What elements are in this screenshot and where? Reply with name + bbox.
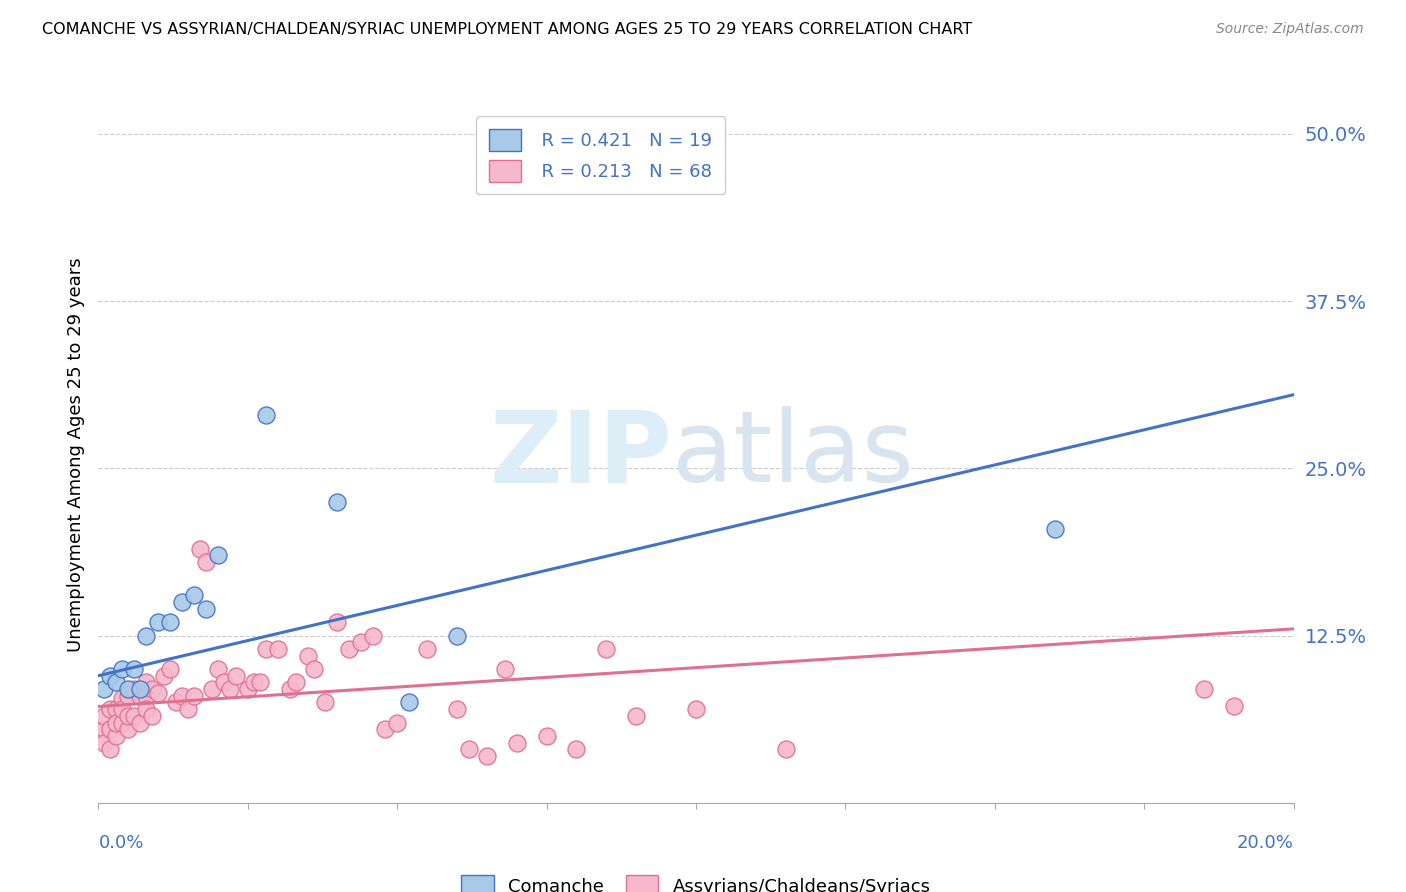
Point (374, 723, 396, 737)
Point (254, 408, 277, 422)
Point (775, 742, 797, 756)
Point (243, 675, 266, 690)
Point (105, 715, 128, 730)
Point (363, 628, 385, 642)
Point (297, 648, 319, 663)
Point (135, 628, 157, 642)
Point (135, 702, 157, 716)
Point (339, 642, 360, 657)
Point (129, 681, 152, 696)
Point (207, 548, 229, 563)
Point (165, 696, 187, 710)
Point (117, 681, 139, 696)
Point (148, 615, 170, 630)
Point (254, 642, 277, 657)
Point (93, 708, 115, 723)
Point (98, 742, 122, 756)
Point (315, 696, 337, 710)
Point (98, 702, 122, 716)
Point (1043, 521, 1066, 535)
Point (1192, 681, 1215, 696)
Point (536, 729, 558, 743)
Point (565, 742, 588, 756)
Point (111, 691, 134, 706)
Point (129, 689, 152, 703)
Point (159, 662, 181, 676)
Point (475, 749, 498, 764)
Point (159, 615, 181, 630)
Point (326, 615, 349, 630)
Y-axis label: Unemployment Among Ages 25 to 29 years: Unemployment Among Ages 25 to 29 years (66, 258, 84, 652)
Point (446, 702, 468, 716)
Point (129, 715, 152, 730)
Point (111, 702, 134, 716)
Point (172, 595, 194, 609)
Legend: Comanche, Assyrians/Chaldeans/Syriacs: Comanche, Assyrians/Chaldeans/Syriacs (450, 864, 942, 892)
Point (284, 675, 307, 690)
Text: ZIP: ZIP (489, 407, 672, 503)
Point (326, 494, 349, 508)
Point (124, 681, 146, 696)
Point (98, 669, 122, 683)
Point (98, 723, 122, 737)
Point (494, 662, 516, 676)
Point (685, 702, 707, 716)
Point (385, 715, 409, 730)
Point (141, 708, 163, 723)
Point (194, 602, 218, 616)
Point (595, 642, 617, 657)
Point (249, 675, 271, 690)
Point (135, 675, 157, 690)
Text: 0.0%: 0.0% (98, 834, 143, 852)
Point (172, 689, 194, 703)
Point (117, 708, 139, 723)
Text: atlas: atlas (672, 407, 914, 503)
Point (446, 628, 468, 642)
Point (350, 635, 373, 649)
Point (225, 669, 247, 683)
Point (177, 702, 200, 716)
Point (624, 708, 647, 723)
Point (148, 686, 170, 700)
Point (93, 735, 115, 749)
Point (135, 689, 157, 703)
Point (506, 735, 529, 749)
Point (111, 662, 134, 676)
Point (93, 681, 115, 696)
Point (105, 675, 128, 690)
Point (117, 689, 139, 703)
Point (124, 662, 146, 676)
Point (117, 723, 139, 737)
Point (201, 681, 224, 696)
Point (1223, 699, 1246, 714)
Point (183, 589, 205, 603)
Point (212, 675, 235, 690)
Point (105, 702, 128, 716)
Point (278, 681, 301, 696)
Point (153, 669, 176, 683)
Point (398, 696, 420, 710)
Point (141, 681, 163, 696)
Point (183, 689, 205, 703)
Point (219, 681, 242, 696)
Text: 20.0%: 20.0% (1237, 834, 1294, 852)
Point (458, 742, 481, 756)
Point (302, 662, 325, 676)
Point (188, 541, 211, 556)
Text: COMANCHE VS ASSYRIAN/CHALDEAN/SYRIAC UNEMPLOYMENT AMONG AGES 25 TO 29 YEARS CORR: COMANCHE VS ASSYRIAN/CHALDEAN/SYRIAC UNE… (42, 22, 973, 37)
Point (236, 681, 259, 696)
Text: Source: ZipAtlas.com: Source: ZipAtlas.com (1216, 22, 1364, 37)
Point (267, 642, 290, 657)
Point (194, 555, 218, 569)
Point (105, 729, 128, 743)
Point (416, 642, 439, 657)
Point (93, 723, 115, 737)
Point (124, 708, 146, 723)
Point (111, 715, 134, 730)
Point (207, 662, 229, 676)
